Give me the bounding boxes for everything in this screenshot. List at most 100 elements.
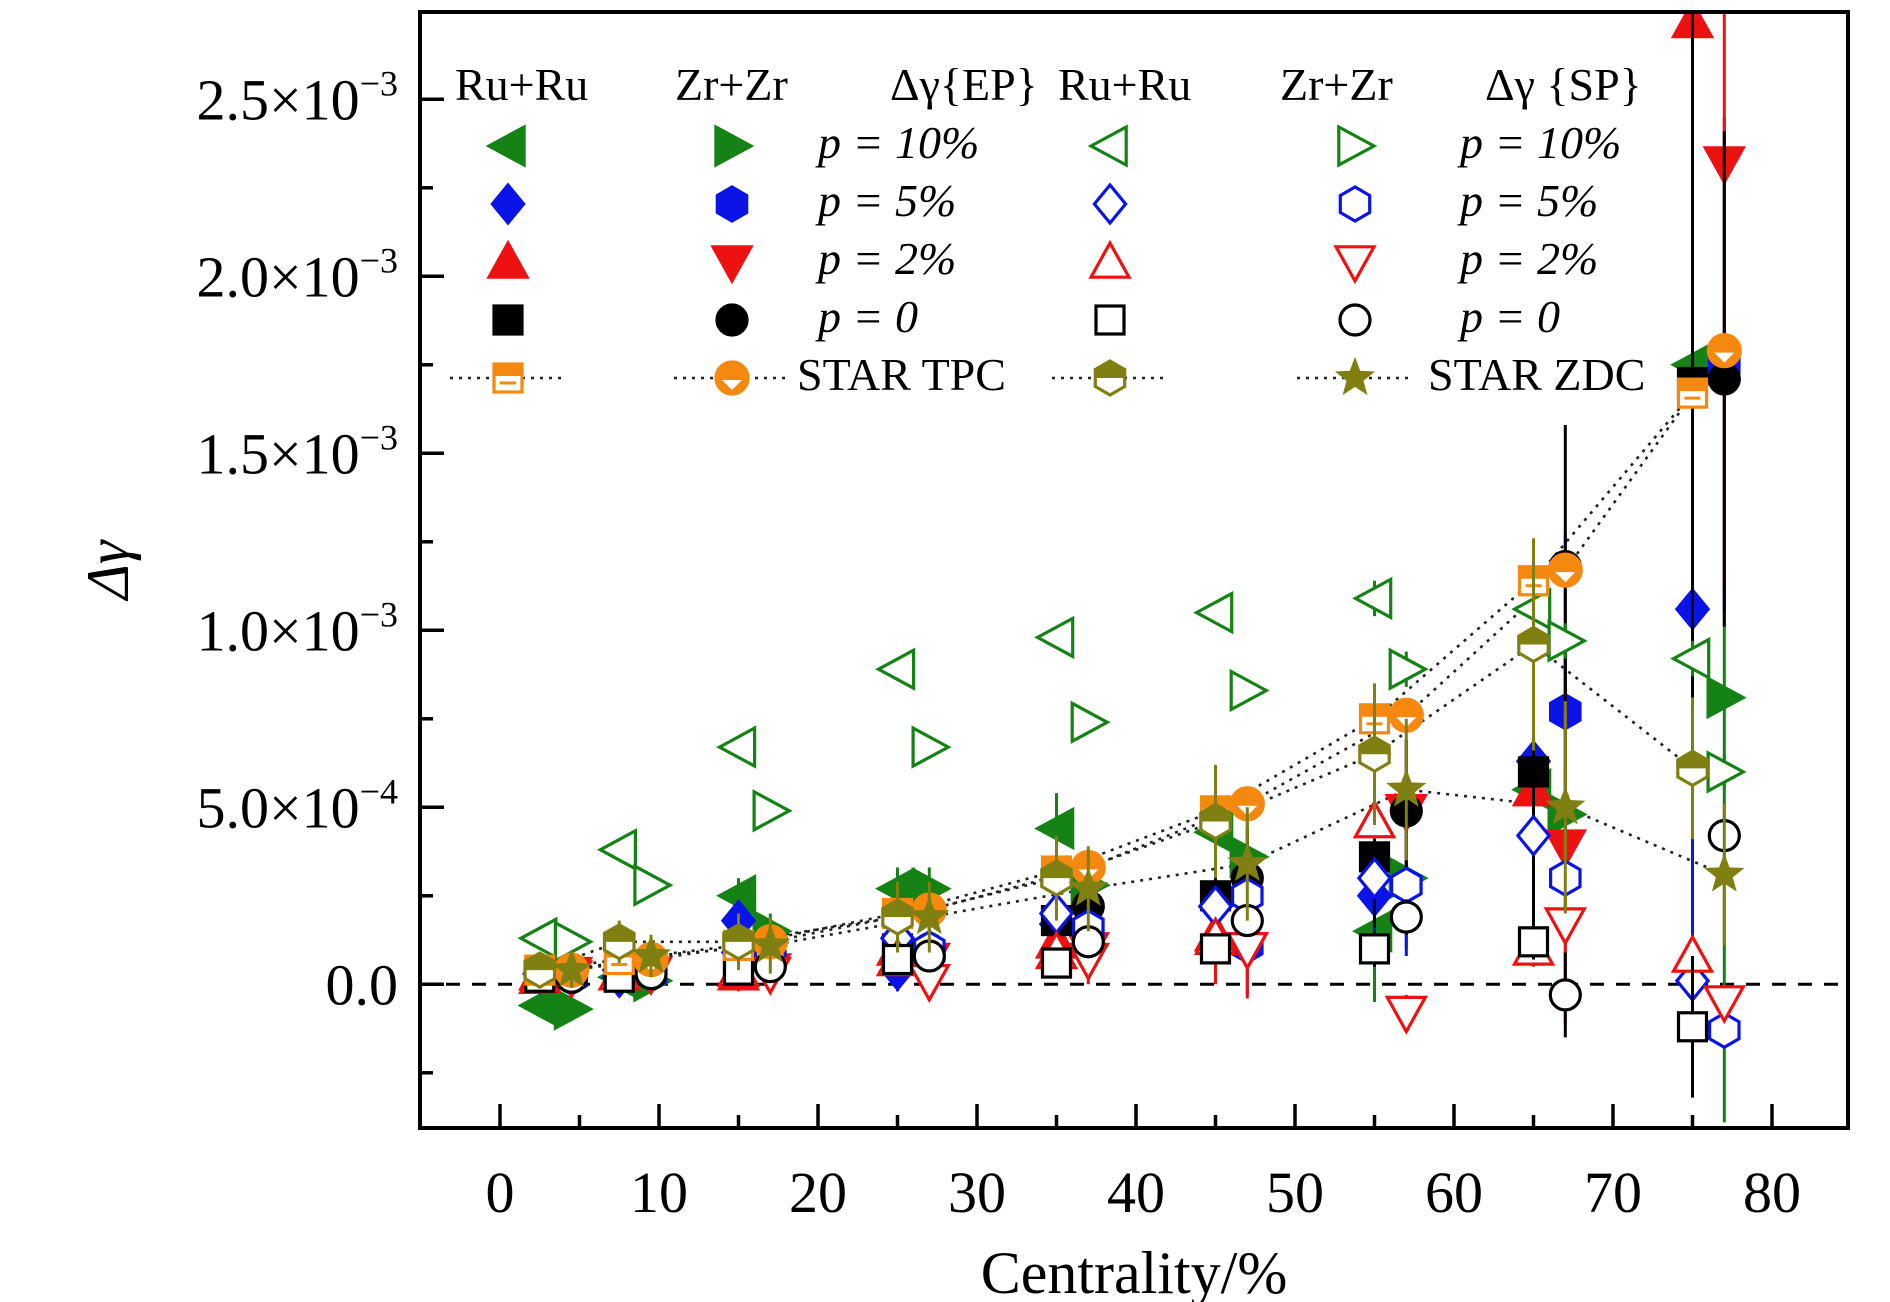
legend-markers [450,124,1413,397]
point-sp_ru_10-8 [1670,636,1711,681]
point-star_zdc_ru-0 [523,951,557,989]
y-axis-label: Δγ [75,539,141,601]
x-ticks: 0 10 20 30 40 50 60 70 80 [486,1104,1801,1225]
legend-header-sp-zrzr: Zr+Zr [1280,59,1393,110]
y-ticks: 0.0 5.0×10−4 1.0×10−3 1.5×10−3 2.0×10−3 2.5×1… [196,63,444,1075]
legend-label-ep-p2: p = 2% [815,233,956,284]
legend-marker-star_zdc_ru [1093,359,1127,397]
point-sp_ru_0-6 [1358,933,1391,965]
x-tick-label-20: 20 [789,1160,847,1225]
point-sp_zr_0-7 [1548,978,1582,1012]
point-star_zdc_zr-6 [1386,768,1427,807]
point-sp_zr_5-6 [1389,866,1423,905]
point-sp_ru_10-5 [1193,590,1234,635]
y-tick-label-3: 1.5×10−3 [196,417,398,486]
point-sp_ru_10-1 [596,828,638,872]
point-star_zdc_zr-3 [909,895,950,935]
legend-label-sp-p10: p = 10% [1457,117,1621,168]
point-sp_zr_10-1 [633,863,674,907]
y-tick-label-1: 5.0×10−4 [196,771,398,840]
legend-marker-sp_zr_5 [1338,185,1372,223]
point-ep_zr_0-8 [1707,362,1741,396]
point-star_zdc_ru-8 [1676,749,1709,788]
legend-label-ep-p10: p = 10% [815,117,979,168]
legend-marker-star_zdc_zr [1334,356,1376,396]
point-star_zdc_zr-5 [1227,842,1268,882]
legend-header-sp-ruru: Ru+Ru [1058,59,1191,110]
legend-label-sp-p2: p = 2% [1457,233,1598,284]
x-tick-label-10: 10 [630,1160,688,1225]
point-star_zdc_ru-4 [1040,859,1073,897]
series-star_zdc_zr [551,701,1745,988]
x-tick-label-0: 0 [486,1160,515,1225]
legend-marker-ep_ru_0 [492,304,524,336]
point-sp_zr_10-4 [1070,700,1111,744]
legend-header-ep-ruru: Ru+Ru [455,59,588,110]
legend-label-sp-p5: p = 5% [1457,175,1598,226]
legend-marker-sp_zr_10 [1337,124,1378,168]
x-tick-label-50: 50 [1266,1160,1324,1225]
legend-marker-ep_ru_10 [485,124,526,168]
legend-label-star-tpc: STAR TPC [797,349,1006,400]
point-sp_ru_0-7 [1517,926,1550,958]
point-star_zdc_zr-8 [1704,853,1745,892]
series-star_zdc_ru [523,538,1709,989]
y-tick-label-4: 2.0×10−3 [196,240,398,309]
point-sp_zr_10-6 [1388,647,1429,691]
point-star_zdc_ru-3 [881,898,914,936]
legend-header-sp: Δγ {SP} [1485,59,1642,110]
legend-header-ep: Δγ{EP} [890,59,1038,110]
plot-frame [418,10,1850,1130]
legend-label-sp-p0: p = 0 [1457,291,1560,342]
point-star_zdc_zr-2 [750,924,791,963]
point-star_zdc_zr-0 [551,948,592,988]
legend-marker-star_tpc_zr [714,360,750,396]
x-tick-label-60: 60 [1425,1160,1483,1225]
point-sp_zr_10-5 [1229,668,1270,713]
point-sp_zr_10-2 [752,789,793,833]
legend-marker-ep_ru_2 [486,239,530,279]
point-sp_ru_10-3 [875,647,916,691]
point-sp_ru_5-6 [1356,856,1393,900]
legend-label-ep-p0: p = 0 [815,291,918,342]
point-sp_zr_10-3 [911,725,952,769]
point-sp_zr_5-8 [1707,1011,1741,1050]
legend-marker-ep_zr_5 [715,185,749,223]
point-sp_ru_5-7 [1515,814,1552,858]
point-sp_zr_2-6 [1384,995,1429,1035]
legend-marker-ep_zr_0 [715,303,749,337]
y-tick-label-5: 2.5×10−3 [196,63,398,132]
point-sp_ru_0-5 [1199,933,1232,965]
legend-marker-ep_zr_10 [714,124,755,168]
legend-marker-sp_ru_2 [1088,239,1132,279]
legend-marker-sp_ru_0 [1094,304,1126,336]
legend-marker-sp_zr_0 [1338,303,1372,337]
point-star_tpc_ru-8 [1676,377,1709,409]
point-sp_ru_0-8 [1676,1011,1709,1043]
data-points [517,12,1747,1123]
legend-marker-ep_ru_5 [490,182,526,226]
point-sp_zr_0-4 [1071,925,1105,959]
point-sp_zr_0-6 [1389,900,1423,934]
point-star_tpc_zr-8 [1706,333,1742,369]
legend: Ru+Ru Zr+Zr Δγ{EP} Ru+Ru Zr+Zr Δγ {SP} p… [450,59,1645,400]
legend-marker-star_tpc_ru [492,362,524,394]
point-ep_zr_10-0 [553,987,594,1031]
point-ep_ru_0-7 [1517,756,1550,788]
y-tick-label-2: 1.0×10−3 [196,594,398,663]
legend-label-star-zdc: STAR ZDC [1428,349,1645,400]
point-star_zdc_ru-7 [1517,625,1550,664]
point-sp_zr_10-0 [553,920,594,964]
legend-header-ep-zrzr: Zr+Zr [675,59,788,110]
point-star_zdc_ru-1 [602,922,636,961]
x-axis-label: Centrality/% [981,1240,1288,1302]
point-sp_ru_0-4 [1040,947,1073,979]
legend-label-ep-p5: p = 5% [815,175,956,226]
point-sp_zr_2-8 [1702,985,1747,1025]
point-star_zdc_ru-2 [722,922,755,961]
legend-marker-sp_zr_2 [1333,245,1377,285]
x-tick-label-30: 30 [948,1160,1006,1225]
point-star_zdc_ru-5 [1199,802,1232,841]
